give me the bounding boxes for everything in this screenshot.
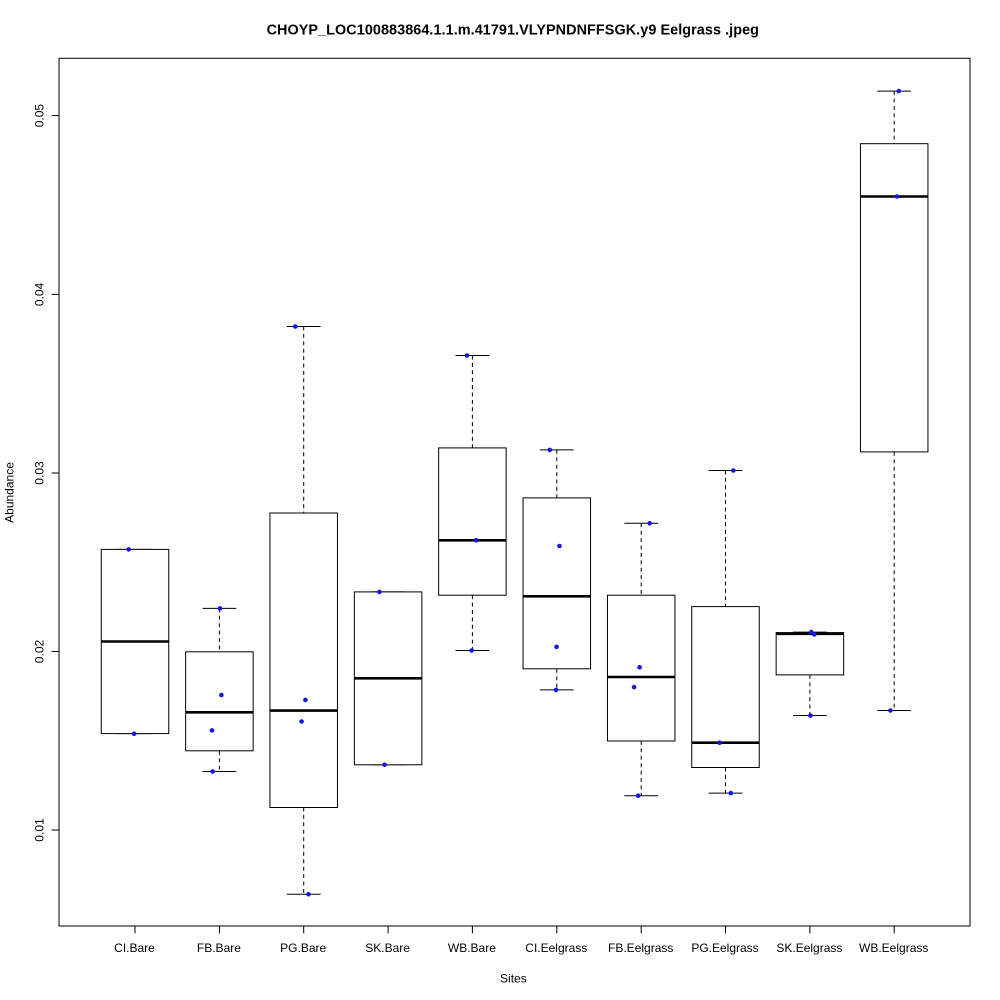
svg-text:SK.Bare: SK.Bare bbox=[365, 941, 410, 955]
svg-text:0.01: 0.01 bbox=[32, 818, 46, 842]
svg-text:SK.Eelgrass: SK.Eelgrass bbox=[776, 941, 842, 955]
svg-text:0.02: 0.02 bbox=[32, 639, 46, 663]
svg-text:WB.Bare: WB.Bare bbox=[448, 941, 496, 955]
svg-text:CHOYP_LOC100883864.1.1.m.41791: CHOYP_LOC100883864.1.1.m.41791.VLYPNDNFF… bbox=[267, 23, 759, 39]
svg-text:PG.Eelgrass: PG.Eelgrass bbox=[691, 941, 758, 955]
svg-text:FB.Eelgrass: FB.Eelgrass bbox=[608, 941, 673, 955]
svg-text:Abundance: Abundance bbox=[3, 462, 17, 523]
svg-text:0.04: 0.04 bbox=[32, 282, 46, 306]
svg-text:CI.Bare: CI.Bare bbox=[114, 941, 155, 955]
svg-text:0.03: 0.03 bbox=[32, 461, 46, 485]
svg-text:0.05: 0.05 bbox=[32, 104, 46, 128]
svg-text:Sites: Sites bbox=[500, 972, 527, 986]
svg-text:CI.Eelgrass: CI.Eelgrass bbox=[525, 941, 587, 955]
svg-text:PG.Bare: PG.Bare bbox=[280, 941, 326, 955]
svg-text:WB.Eelgrass: WB.Eelgrass bbox=[859, 941, 928, 955]
svg-text:FB.Bare: FB.Bare bbox=[197, 941, 241, 955]
